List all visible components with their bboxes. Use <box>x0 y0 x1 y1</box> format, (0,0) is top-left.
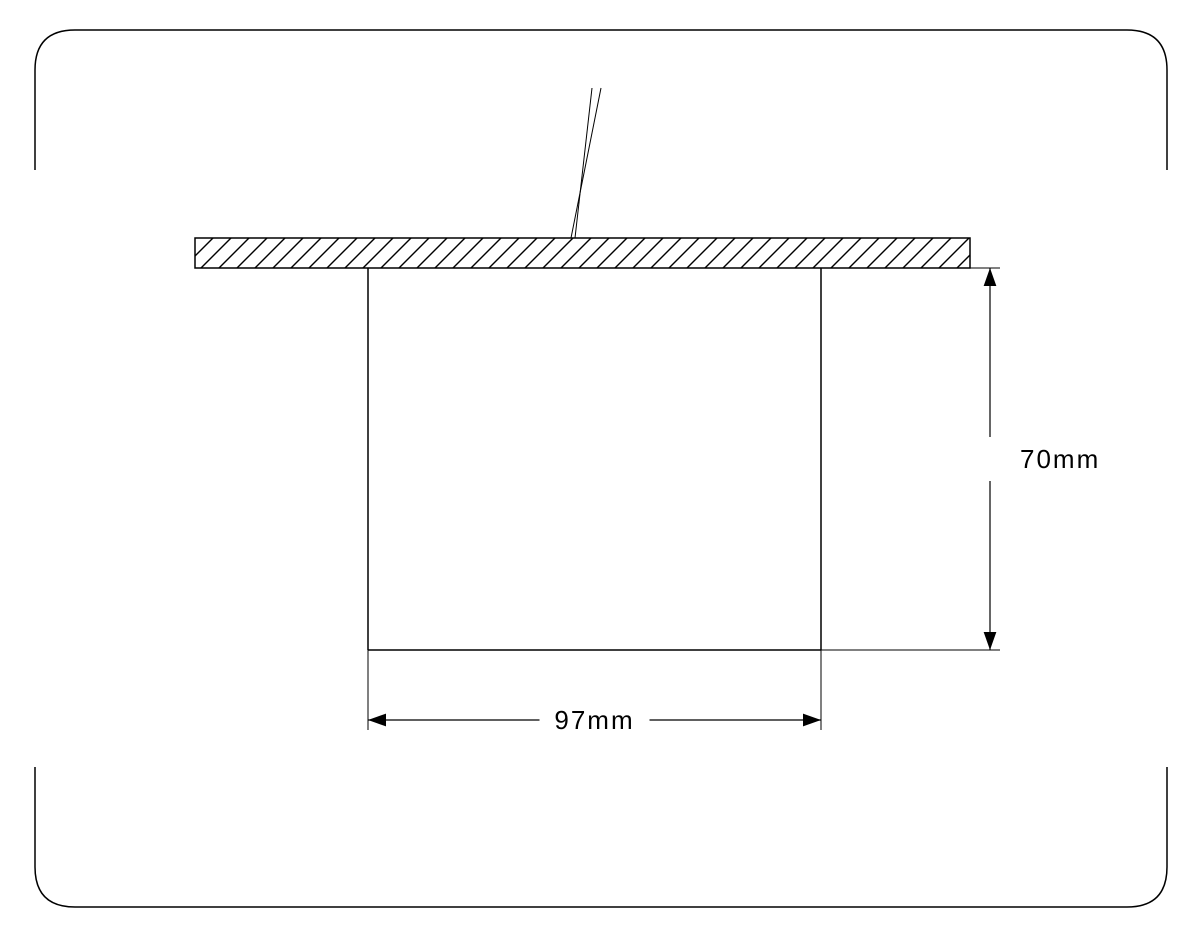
frame-corner <box>35 767 175 907</box>
diagram-canvas: 97mm 70mm <box>0 0 1200 933</box>
width-dimension-label: 97mm <box>554 705 634 735</box>
frame-corner <box>35 30 175 170</box>
dim-arrow <box>368 714 386 727</box>
flange-hatch <box>165 238 1023 268</box>
dim-arrow <box>984 268 997 286</box>
dim-arrow <box>984 632 997 650</box>
wire-strand <box>571 88 601 238</box>
dim-arrow <box>803 714 821 727</box>
frame-corner <box>1027 30 1167 170</box>
wire-strand <box>575 88 592 238</box>
frame-corner <box>1027 767 1167 907</box>
height-dimension-label: 70mm <box>1020 444 1100 474</box>
